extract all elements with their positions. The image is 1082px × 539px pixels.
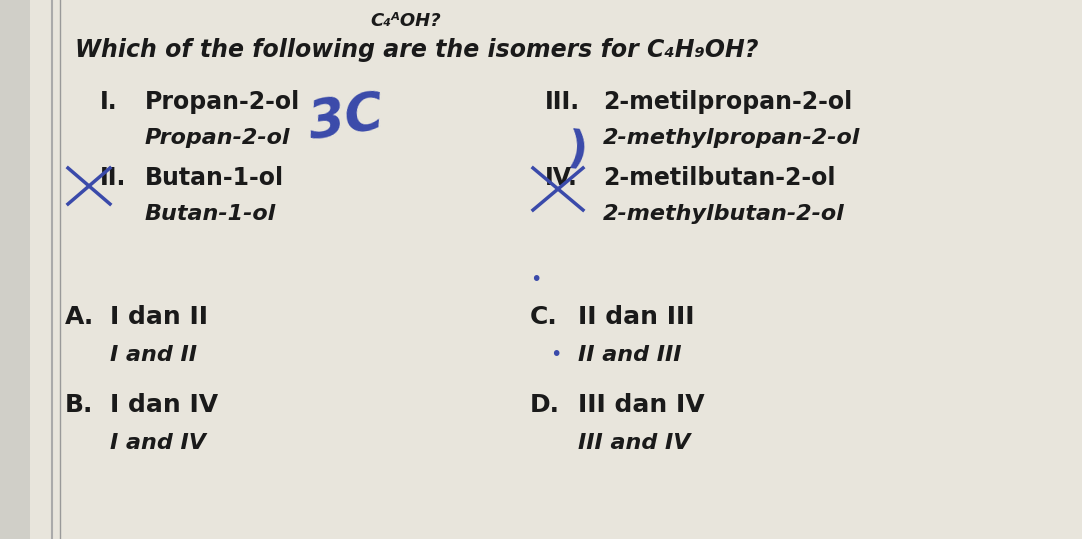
Text: III and IV: III and IV: [578, 433, 690, 453]
Text: III.: III.: [545, 90, 580, 114]
FancyBboxPatch shape: [30, 0, 1082, 539]
Text: I dan II: I dan II: [110, 305, 208, 329]
Text: Which of the following are the isomers for C₄H₉OH?: Which of the following are the isomers f…: [75, 38, 758, 62]
Text: •: •: [530, 270, 541, 289]
Text: A.: A.: [65, 305, 94, 329]
Text: 2-metilbutan-2-ol: 2-metilbutan-2-ol: [603, 166, 835, 190]
Text: 2-methylbutan-2-ol: 2-methylbutan-2-ol: [603, 204, 845, 224]
Text: C₄ᴬOH?: C₄ᴬOH?: [370, 12, 440, 30]
Text: I and IV: I and IV: [110, 433, 206, 453]
Text: Propan-2-ol: Propan-2-ol: [145, 90, 300, 114]
Text: ): ): [565, 128, 589, 172]
Text: 2-methylpropan-2-ol: 2-methylpropan-2-ol: [603, 128, 860, 148]
Text: D.: D.: [530, 393, 560, 417]
Text: III dan IV: III dan IV: [578, 393, 704, 417]
Text: I and II: I and II: [110, 345, 197, 365]
Text: IV.: IV.: [545, 166, 578, 190]
Text: 3C: 3C: [305, 88, 387, 150]
Text: B.: B.: [65, 393, 93, 417]
Text: Propan-2-ol: Propan-2-ol: [145, 128, 290, 148]
Text: II and III: II and III: [578, 345, 682, 365]
Text: Butan-1-ol: Butan-1-ol: [145, 204, 276, 224]
Text: •: •: [550, 345, 562, 364]
Text: I.: I.: [100, 90, 118, 114]
Text: C.: C.: [530, 305, 557, 329]
Text: 2-metilpropan-2-ol: 2-metilpropan-2-ol: [603, 90, 853, 114]
Text: I dan IV: I dan IV: [110, 393, 219, 417]
Text: II dan III: II dan III: [578, 305, 695, 329]
Text: Butan-1-ol: Butan-1-ol: [145, 166, 285, 190]
Text: II.: II.: [100, 166, 127, 190]
